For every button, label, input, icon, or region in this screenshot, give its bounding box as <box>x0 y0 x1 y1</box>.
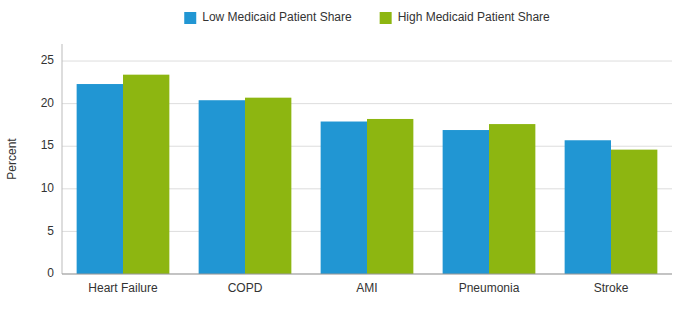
legend-label: Low Medicaid Patient Share <box>202 10 352 24</box>
legend-swatch <box>380 12 392 24</box>
legend-label: High Medicaid Patient Share <box>398 10 550 24</box>
legend-item: Low Medicaid Patient Share <box>184 10 352 24</box>
x-axis-line <box>62 274 672 275</box>
bar <box>367 119 413 274</box>
chart: 0 5 10 15 20 25 Heart Failure COPD AMI Pneumonia S… <box>0 0 688 310</box>
x-tick-label: COPD <box>228 281 263 295</box>
legend-swatch <box>184 12 196 24</box>
y-tick-label: 20 <box>41 96 55 110</box>
bar <box>245 98 291 274</box>
bar <box>565 140 611 274</box>
y-tick-label: 0 <box>47 266 54 280</box>
bar <box>77 84 123 274</box>
x-tick-label: Stroke <box>594 281 629 295</box>
y-axis-label: Percent <box>5 138 19 180</box>
y-tick-label: 15 <box>41 138 55 152</box>
bar <box>611 150 657 274</box>
x-tick-label: Heart Failure <box>88 281 158 295</box>
grid-line <box>62 274 672 275</box>
x-tick-label: AMI <box>356 281 377 295</box>
x-tick-label: Pneumonia <box>459 281 520 295</box>
y-tick-label: 5 <box>47 224 54 238</box>
grid-line <box>62 61 672 62</box>
bar <box>123 75 169 274</box>
bar <box>199 100 245 274</box>
y-tick-label: 10 <box>41 181 55 195</box>
y-tick-label: 25 <box>41 53 55 67</box>
bar <box>489 124 535 274</box>
grid <box>62 61 672 274</box>
legend: Low Medicaid Patient Share High Medicaid … <box>184 10 550 24</box>
y-axis-line <box>62 44 63 274</box>
bar <box>443 130 489 274</box>
bars <box>77 75 658 274</box>
bar <box>321 122 367 274</box>
legend-item: High Medicaid Patient Share <box>380 10 550 24</box>
